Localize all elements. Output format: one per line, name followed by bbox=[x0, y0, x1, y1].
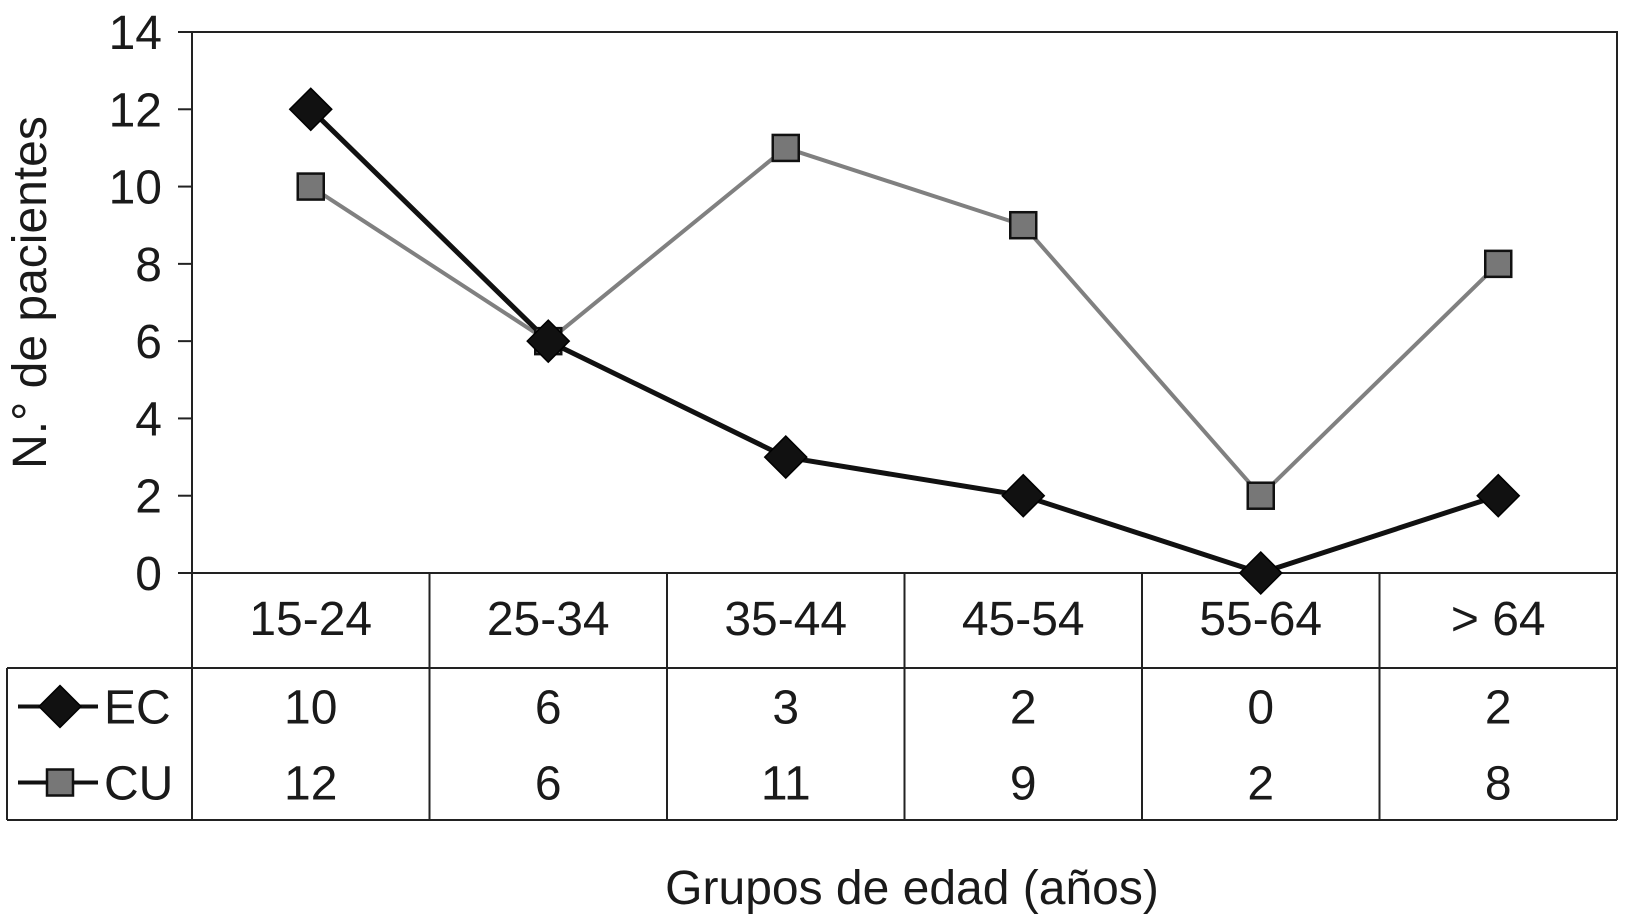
table-cell-ec: 10 bbox=[284, 682, 337, 735]
legend-label-cu: CU bbox=[104, 758, 173, 811]
y-axis: 0 2 4 6 8 10 12 14 bbox=[109, 7, 192, 601]
y-tick-label: 2 bbox=[135, 471, 162, 524]
y-tick-label: 0 bbox=[135, 548, 162, 601]
category-label: 55-64 bbox=[1199, 593, 1322, 646]
category-label: 35-44 bbox=[724, 593, 847, 646]
table-cell-ec: 3 bbox=[772, 682, 799, 735]
table-cell-cu: 2 bbox=[1247, 758, 1274, 811]
data-point-cu bbox=[1246, 481, 1275, 510]
x-axis-title: Grupos de edad (años) bbox=[665, 862, 1159, 915]
table-cell-cu: 8 bbox=[1485, 758, 1512, 811]
chart-frame bbox=[178, 31, 1618, 574]
y-tick-label: 6 bbox=[135, 316, 162, 369]
series-line-ec bbox=[309, 107, 1500, 576]
data-point-ec bbox=[1238, 550, 1283, 596]
table-cell-cu: 6 bbox=[535, 758, 562, 811]
table-cell-cu: 12 bbox=[284, 758, 337, 811]
category-label: 45-54 bbox=[962, 593, 1085, 646]
data-table: 15-24 25-34 35-44 45-54 55-64 > 64 EC 10 6 3 2 0 2 CU… bbox=[6, 573, 1618, 821]
table-cell-ec: 6 bbox=[535, 682, 562, 735]
table-cell-ec: 0 bbox=[1247, 682, 1274, 735]
data-point-cu bbox=[296, 172, 325, 201]
y-tick-label: 8 bbox=[135, 239, 162, 292]
data-point-ec bbox=[526, 319, 571, 364]
legend-marker-cu bbox=[45, 768, 75, 797]
y-tick-label: 14 bbox=[109, 7, 162, 60]
data-point-ec bbox=[1476, 473, 1521, 518]
data-point-ec bbox=[763, 435, 808, 480]
y-tick-label: 4 bbox=[135, 393, 162, 446]
plot-border bbox=[191, 31, 1618, 574]
table-cell-cu: 11 bbox=[761, 758, 811, 811]
series-line-cu bbox=[309, 145, 1500, 498]
y-tick-label: 10 bbox=[109, 162, 162, 215]
plot-area bbox=[288, 87, 1521, 596]
category-label: > 64 bbox=[1451, 593, 1546, 646]
y-tick-label: 12 bbox=[109, 84, 162, 137]
legend-label-ec: EC bbox=[104, 682, 171, 735]
data-point-cu bbox=[1484, 249, 1513, 279]
table-cell-ec: 2 bbox=[1485, 682, 1512, 735]
data-point-ec bbox=[288, 87, 333, 132]
data-point-cu bbox=[771, 133, 800, 163]
category-label: 25-34 bbox=[487, 593, 610, 646]
legend-marker-ec bbox=[37, 684, 83, 729]
category-label: 15-24 bbox=[249, 593, 372, 646]
data-point-cu bbox=[1009, 210, 1038, 240]
table-cell-cu: 9 bbox=[1010, 758, 1037, 811]
data-point-ec bbox=[1001, 473, 1046, 518]
table-cell-ec: 2 bbox=[1010, 682, 1037, 735]
y-axis-title: N.° de pacientes bbox=[4, 116, 57, 469]
